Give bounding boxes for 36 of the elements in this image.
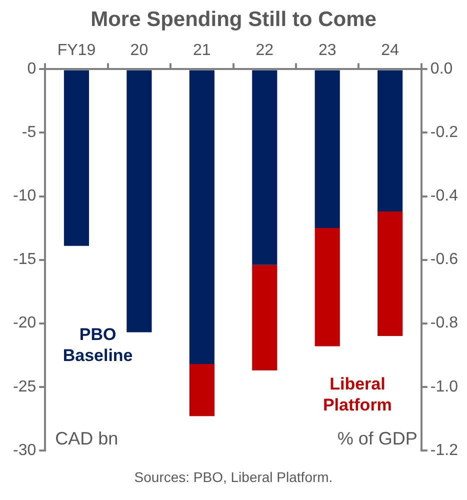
y-tick-label: -20 <box>13 314 36 332</box>
y-tick-label: -30 <box>13 442 36 459</box>
x-tick-label: 24 <box>381 42 400 60</box>
source-note: Sources: PBO, Liberal Platform. <box>133 469 334 485</box>
bar <box>252 264 278 370</box>
y2-tick-label: -1.0 <box>430 378 458 396</box>
chart-title: More Spending Still to Come <box>90 8 378 33</box>
bar <box>189 70 214 364</box>
bar <box>64 70 90 246</box>
y-axis-title: CAD bn <box>55 428 118 448</box>
bar <box>378 212 403 336</box>
y-tick-label: -15 <box>13 251 36 268</box>
y2-tick-label: -0.4 <box>430 188 458 205</box>
x-tick-label: FY19 <box>57 42 96 60</box>
bar <box>378 70 403 212</box>
y-tick-label: -10 <box>13 188 36 205</box>
bar <box>314 228 340 346</box>
series-label: PBO Baseline <box>62 324 133 365</box>
bar <box>252 70 278 265</box>
bar <box>126 70 152 332</box>
bar <box>314 70 340 228</box>
y2-tick-label: -0.2 <box>430 124 458 142</box>
x-tick-label: 20 <box>130 42 148 60</box>
x-tick-label: 22 <box>256 42 274 60</box>
bar <box>189 364 214 416</box>
y-tick-label: -5 <box>22 124 36 142</box>
y2-axis-title: % of GDP <box>337 428 418 448</box>
y2-tick-label: -0.6 <box>430 251 458 268</box>
y-tick-label: -25 <box>13 378 36 396</box>
x-tick-label: 23 <box>318 42 336 60</box>
y2-tick-label: -1.2 <box>430 442 458 459</box>
y2-tick-label: 0.0 <box>430 60 453 78</box>
x-tick-label: 21 <box>193 42 211 60</box>
series-label: Liberal Platform <box>322 374 392 414</box>
y-tick-label: 0 <box>27 60 36 78</box>
y2-tick-label: -0.8 <box>430 314 458 332</box>
